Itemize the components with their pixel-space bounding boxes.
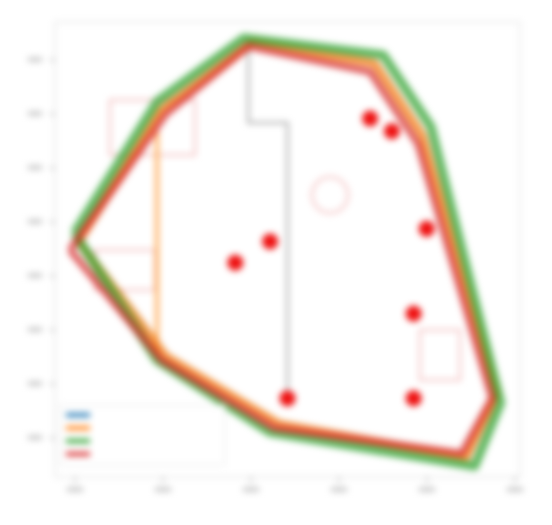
y-tick-label-mark	[28, 327, 42, 332]
scatter-point	[383, 123, 400, 140]
faint-rect	[419, 329, 461, 381]
faint-circle	[311, 176, 349, 214]
axis-ticks	[28, 57, 523, 492]
y-tick-label-mark	[28, 435, 42, 440]
x-tick-label-mark	[507, 487, 523, 492]
series-line	[67, 42, 496, 458]
series-group	[67, 33, 506, 471]
series-line	[70, 33, 506, 471]
y-tick-label-mark	[28, 57, 42, 62]
y-tick-label-mark	[28, 219, 42, 224]
x-tick-label-mark	[419, 487, 435, 492]
scatter-point	[405, 390, 422, 407]
legend	[59, 404, 226, 466]
x-tick-label-mark	[331, 487, 347, 492]
y-tick-label-mark	[28, 381, 42, 386]
scatter-point	[227, 254, 244, 271]
y-tick-label-mark	[28, 273, 42, 278]
x-tick-label-mark	[67, 487, 83, 492]
inner-lines	[155, 38, 289, 403]
scatter-points	[227, 110, 435, 407]
y-tick-label-mark	[28, 111, 42, 116]
inner-wall	[247, 38, 289, 403]
scatter-point	[362, 110, 379, 127]
y-tick-label-mark	[28, 165, 42, 170]
scatter-point	[262, 233, 279, 250]
x-tick-label-mark	[243, 487, 259, 492]
scatter-point	[418, 220, 435, 237]
x-tick-label-mark	[155, 487, 171, 492]
faint-rect	[109, 99, 196, 156]
plot-frame	[54, 21, 521, 478]
scatter-point	[405, 305, 422, 322]
scatter-point	[279, 390, 296, 407]
